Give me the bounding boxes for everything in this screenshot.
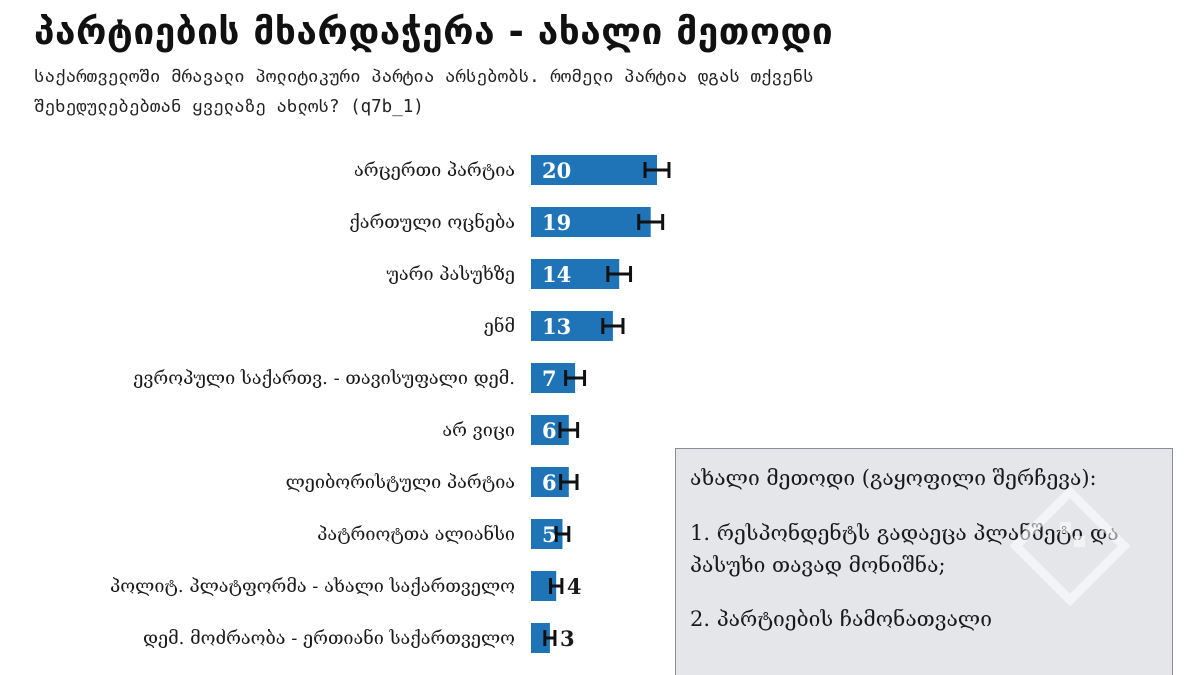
bar	[531, 207, 651, 237]
data-label: 6	[542, 470, 557, 495]
category-label: არ ვიცი	[442, 420, 515, 441]
category-label: არცერთი პარტია	[354, 160, 515, 181]
bar	[531, 311, 613, 341]
data-label: 13	[542, 314, 571, 339]
category-label: უარი პასუხზე	[386, 264, 515, 285]
category-label: ლეიბორისტული პარტია	[286, 472, 515, 493]
data-label: 19	[542, 210, 571, 235]
bar	[531, 259, 620, 289]
page-title: პარტიების მხარდაჭერა - ახალი მეთოდი	[34, 10, 834, 53]
data-label: 14	[542, 262, 571, 287]
data-label: 5	[542, 522, 557, 547]
method-note-box: ახალი მეთოდი (გაყოფილი შერჩევა): 1. რესპ…	[675, 448, 1173, 675]
data-label: 6	[542, 418, 557, 443]
note-item-1: 1. რესპონდენტს გადაეცა პლანშეტი და პასუხ…	[690, 521, 1119, 577]
data-label: 7	[542, 366, 557, 391]
category-label: ქართული ოცნება	[349, 211, 515, 233]
note-title: ახალი მეთოდი (გაყოფილი შერჩევა):	[690, 466, 1097, 490]
data-label: 4	[567, 574, 582, 599]
category-label: ენმ	[484, 315, 515, 337]
question-subtitle: საქართველოში მრავალი პოლიტიკური პარტია ა…	[34, 67, 814, 117]
category-label: პატრიოტთა ალიანსი	[317, 523, 515, 545]
note-item-2: 2. პარტიების ჩამონათვალი	[690, 607, 992, 631]
channel-logo-watermark-icon	[1010, 486, 1130, 606]
category-label: ევროპული საქართვ. - თავისუფალი დემ.	[133, 368, 515, 389]
bar	[531, 155, 657, 185]
data-label: 20	[542, 158, 571, 183]
data-label: 3	[560, 626, 575, 651]
category-label: პოლიტ. პლატფორმა - ახალი საქართველო	[110, 576, 515, 597]
category-label: დემ. მოძრაობა - ერთიანი საქართველო	[143, 627, 515, 649]
